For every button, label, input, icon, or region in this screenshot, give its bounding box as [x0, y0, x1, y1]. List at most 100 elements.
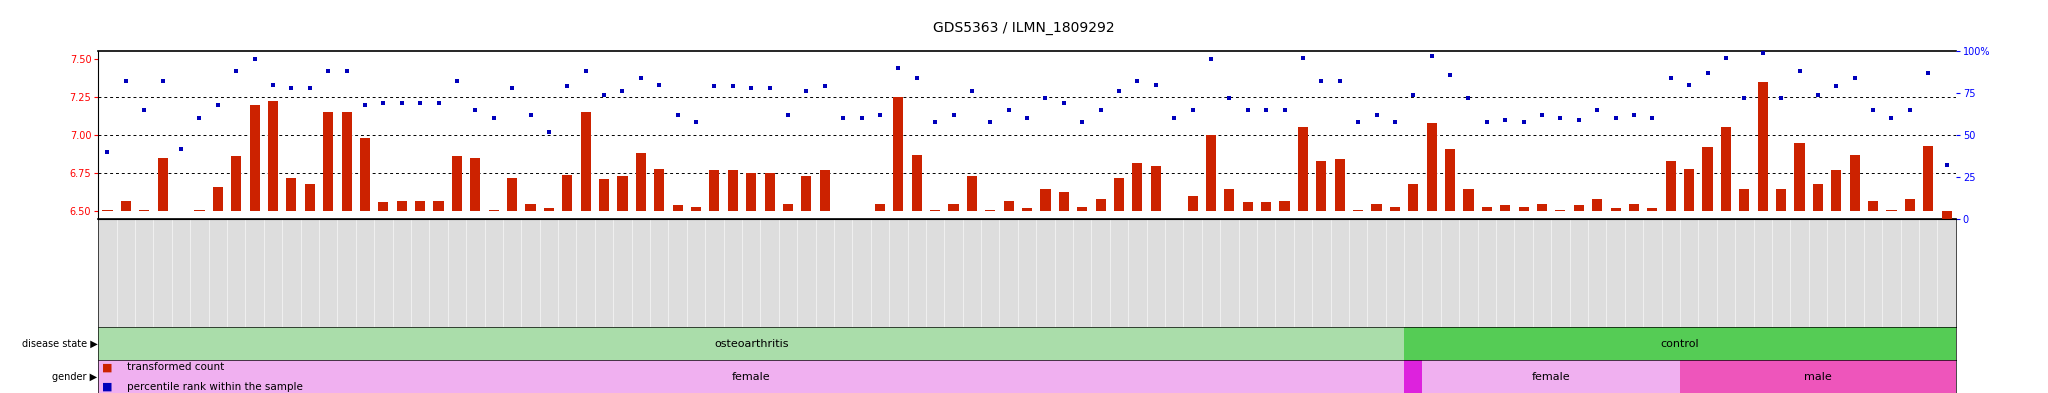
Point [1415, 53, 1448, 59]
Bar [1628, 204, 1638, 211]
Point [1470, 118, 1503, 125]
Text: female: female [1532, 371, 1571, 382]
Point [1231, 107, 1264, 113]
Bar [1610, 208, 1620, 211]
Bar [727, 170, 737, 211]
Point [698, 83, 731, 90]
Bar [526, 204, 537, 211]
Text: female: female [731, 371, 770, 382]
Point [1397, 92, 1430, 98]
Point [588, 92, 621, 98]
Point [1360, 112, 1393, 118]
Bar [1096, 199, 1106, 211]
Bar [1405, 360, 1423, 393]
Point [1065, 118, 1098, 125]
Point [1305, 78, 1337, 84]
Bar [231, 156, 242, 211]
Bar [471, 158, 481, 211]
Point [1047, 100, 1079, 106]
Bar [985, 210, 995, 211]
Bar [1280, 201, 1290, 211]
Point [883, 65, 915, 71]
Point [514, 112, 547, 118]
Point [1268, 107, 1300, 113]
Bar [1077, 207, 1087, 211]
Point [256, 81, 289, 88]
Bar [1243, 202, 1253, 211]
Point [1157, 115, 1190, 121]
Point [1747, 50, 1780, 56]
Bar [930, 210, 940, 211]
Point [625, 75, 657, 81]
Bar [1446, 149, 1456, 211]
Point [182, 115, 215, 121]
Point [293, 85, 326, 91]
Text: ■: ■ [102, 382, 113, 392]
Point [1507, 118, 1540, 125]
Bar [1905, 199, 1915, 211]
Bar [1114, 178, 1124, 211]
Text: percentile rank within the sample: percentile rank within the sample [127, 382, 303, 392]
Point [330, 68, 362, 74]
Point [1618, 112, 1651, 118]
Point [127, 107, 160, 113]
Point [403, 100, 436, 106]
Bar [911, 155, 922, 211]
Point [1028, 95, 1061, 101]
Bar [545, 208, 553, 211]
Bar [1679, 360, 1956, 393]
Bar [1483, 207, 1491, 211]
Bar [1059, 191, 1069, 211]
Point [1913, 70, 1946, 76]
Point [920, 118, 952, 125]
Bar [102, 210, 113, 211]
Bar [1683, 169, 1694, 211]
Point [1194, 56, 1227, 62]
Bar [1665, 161, 1675, 211]
Point [90, 149, 123, 155]
Point [422, 100, 455, 106]
Bar [1757, 82, 1767, 211]
Bar [98, 360, 1405, 393]
Bar [1702, 147, 1712, 211]
Bar [195, 210, 205, 211]
Point [440, 78, 473, 84]
Point [1802, 92, 1835, 98]
Bar [453, 156, 463, 211]
Point [827, 115, 860, 121]
Point [993, 107, 1026, 113]
Point [1083, 107, 1116, 113]
Bar [139, 210, 150, 211]
Bar [801, 176, 811, 211]
Bar [967, 176, 977, 211]
Bar [672, 205, 682, 211]
Point [1655, 75, 1688, 81]
Bar [1133, 163, 1143, 211]
Bar [1647, 208, 1657, 211]
Text: control: control [1661, 338, 1700, 349]
Bar [1354, 210, 1364, 211]
Bar [582, 112, 590, 211]
Bar [598, 179, 608, 211]
Bar [158, 158, 168, 211]
Point [109, 78, 141, 84]
Point [1876, 115, 1909, 121]
Point [1212, 95, 1245, 101]
Bar [1317, 161, 1327, 211]
Point [1120, 78, 1153, 84]
Bar [1501, 205, 1509, 211]
Point [569, 68, 602, 74]
Point [1434, 72, 1466, 78]
Point [1286, 55, 1319, 61]
Bar [635, 153, 645, 211]
Point [643, 81, 676, 88]
Point [754, 85, 786, 91]
Bar [893, 97, 903, 211]
Bar [342, 112, 352, 211]
Bar [1423, 360, 1679, 393]
Bar [287, 178, 297, 211]
Bar [764, 173, 774, 211]
Bar [360, 138, 371, 211]
Point [459, 107, 492, 113]
Bar [819, 170, 829, 211]
